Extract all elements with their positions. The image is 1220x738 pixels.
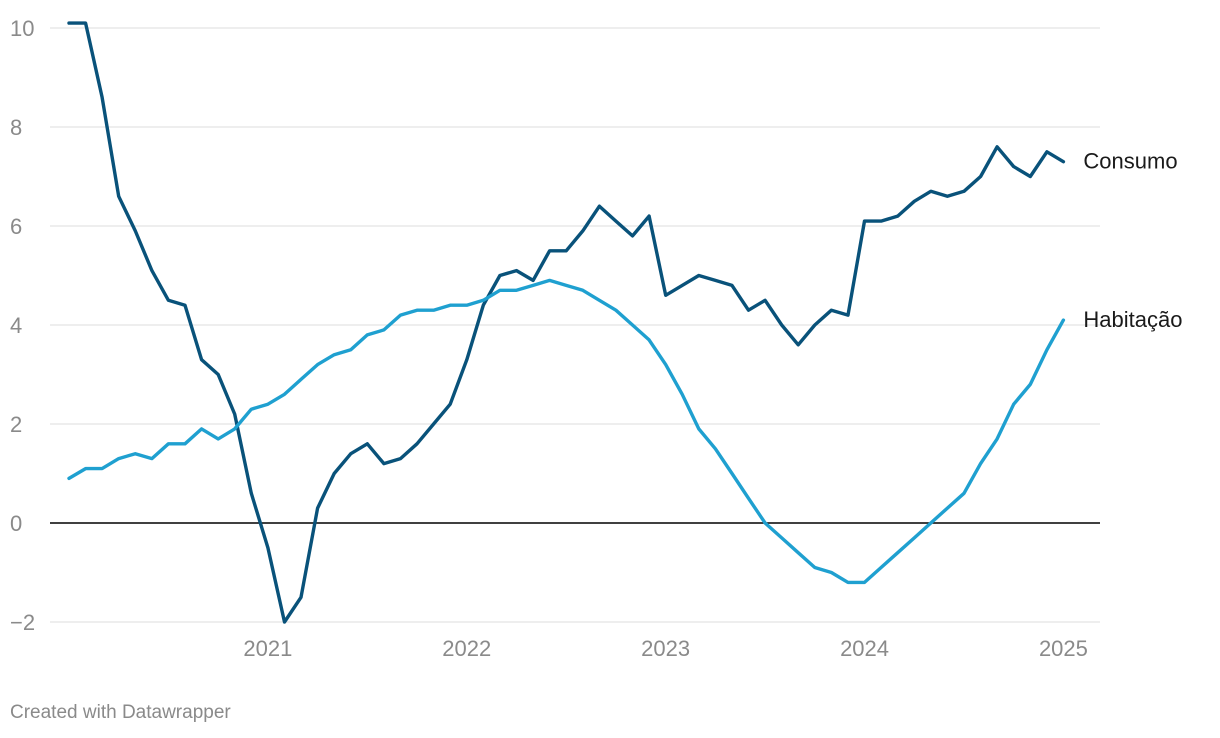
y-tick-label: 4 — [10, 313, 22, 338]
x-tick-label: 2021 — [243, 636, 292, 661]
x-tick-label: 2022 — [442, 636, 491, 661]
x-axis-ticks: 2021 2022 2023 2024 2025 — [243, 636, 1087, 661]
series-label-0: Consumo — [1083, 149, 1177, 174]
x-tick-label: 2024 — [840, 636, 889, 661]
y-tick-label: 10 — [10, 16, 34, 41]
y-tick-label: 6 — [10, 214, 22, 239]
y-tick-label: 2 — [10, 412, 22, 437]
x-tick-label: 2023 — [641, 636, 690, 661]
series-lines — [67, 21, 1066, 624]
series-labels: Consumo Habitação — [1083, 149, 1182, 332]
series-line-1 — [67, 278, 1066, 585]
credit-text: Created with Datawrapper — [10, 702, 231, 723]
series-line-0 — [67, 21, 1066, 624]
y-tick-label: 8 — [10, 115, 22, 140]
y-tick-label: −2 — [10, 610, 35, 635]
series-label-1: Habitação — [1083, 307, 1182, 332]
x-tick-label: 2025 — [1039, 636, 1088, 661]
grid-lines — [50, 27, 1100, 623]
y-tick-label: 0 — [10, 511, 22, 536]
y-axis-ticks: −2 0 2 4 6 8 10 — [10, 16, 35, 635]
